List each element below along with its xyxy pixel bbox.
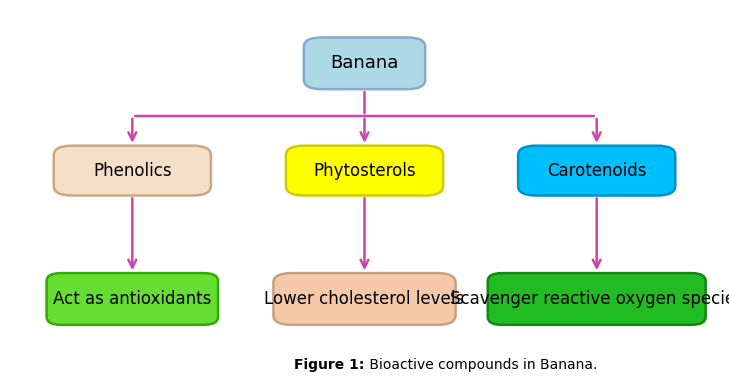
FancyBboxPatch shape	[304, 38, 425, 89]
Text: Phytosterols: Phytosterols	[313, 161, 416, 179]
Text: Carotenoids: Carotenoids	[547, 161, 647, 179]
FancyBboxPatch shape	[488, 273, 706, 325]
FancyBboxPatch shape	[518, 146, 675, 196]
FancyBboxPatch shape	[286, 146, 443, 196]
FancyBboxPatch shape	[47, 273, 218, 325]
FancyBboxPatch shape	[273, 273, 456, 325]
FancyBboxPatch shape	[54, 146, 211, 196]
Text: Banana: Banana	[330, 54, 399, 72]
Text: Scavenger reactive oxygen species: Scavenger reactive oxygen species	[450, 290, 729, 308]
Text: Lower cholesterol levels: Lower cholesterol levels	[265, 290, 464, 308]
Text: Bioactive compounds in Banana.: Bioactive compounds in Banana.	[364, 358, 597, 372]
Text: Phenolics: Phenolics	[93, 161, 171, 179]
Text: Figure 1:: Figure 1:	[294, 358, 364, 372]
Text: Act as antioxidants: Act as antioxidants	[53, 290, 211, 308]
